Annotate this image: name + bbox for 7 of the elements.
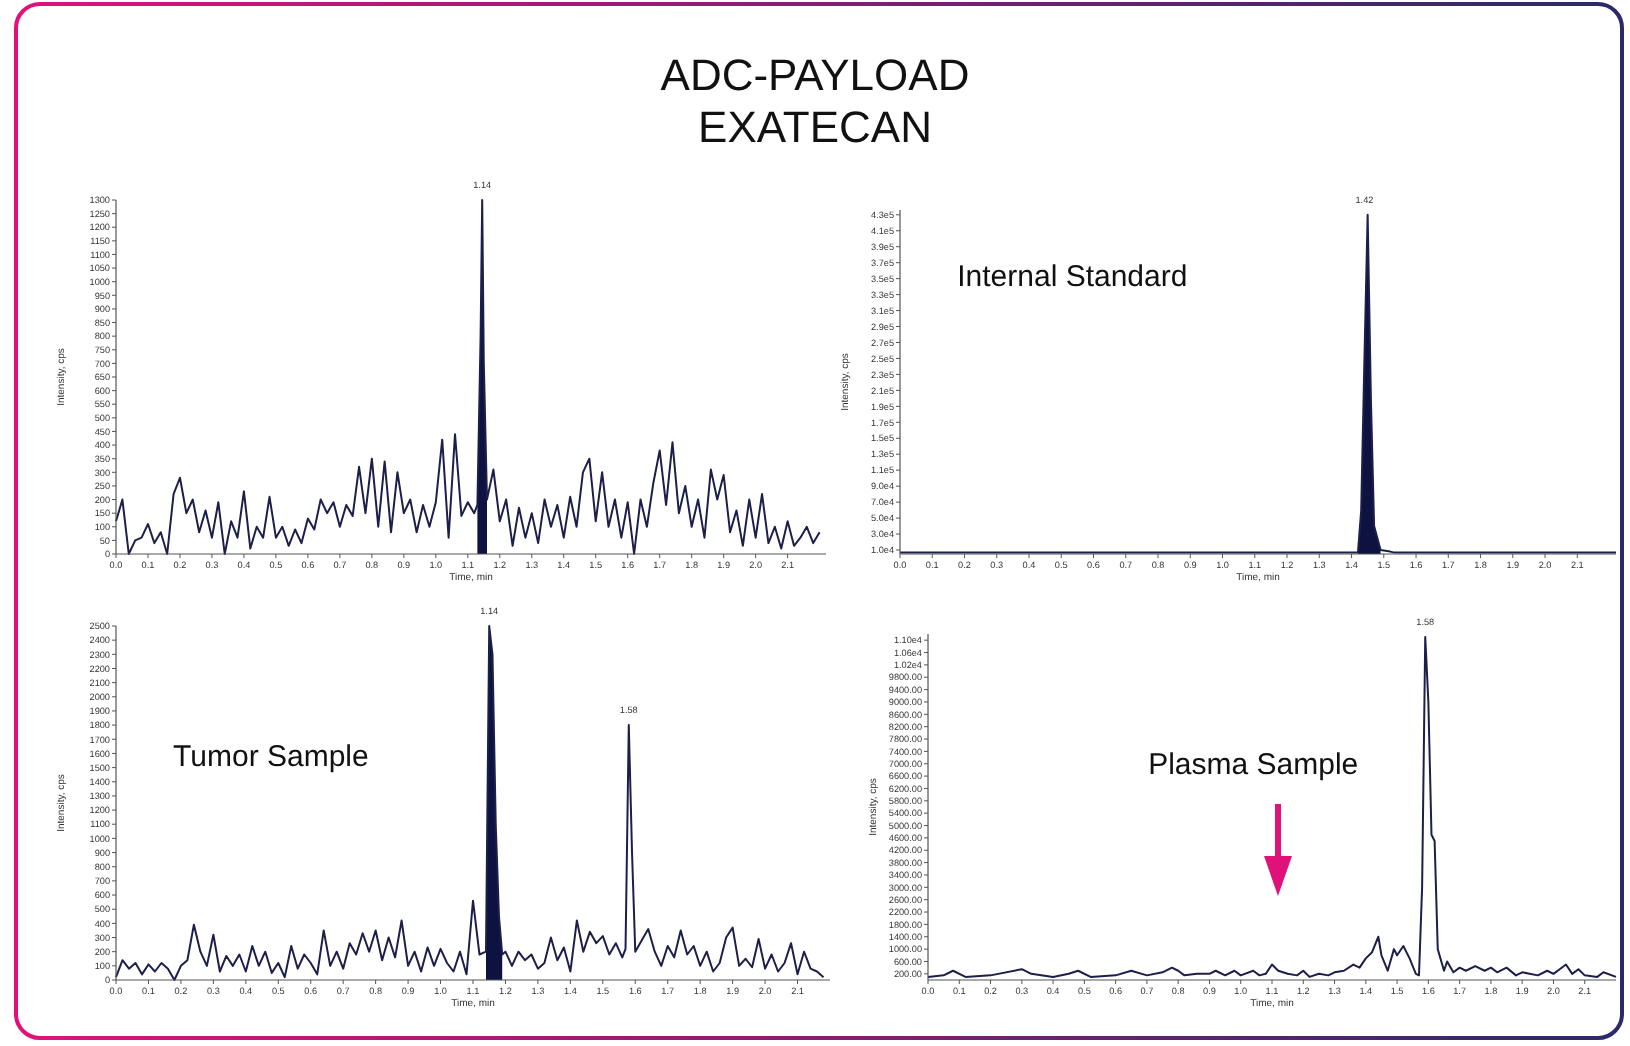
text: Plasma Sample xyxy=(1148,748,1359,782)
chart-title: ADC-PAYLOAD EXATECAN xyxy=(660,50,970,152)
line-series xyxy=(115,625,825,981)
text: Tumor Sample xyxy=(173,740,369,774)
line-series xyxy=(115,199,821,555)
text: Internal Standard xyxy=(957,260,1188,294)
line-series xyxy=(927,636,1617,978)
